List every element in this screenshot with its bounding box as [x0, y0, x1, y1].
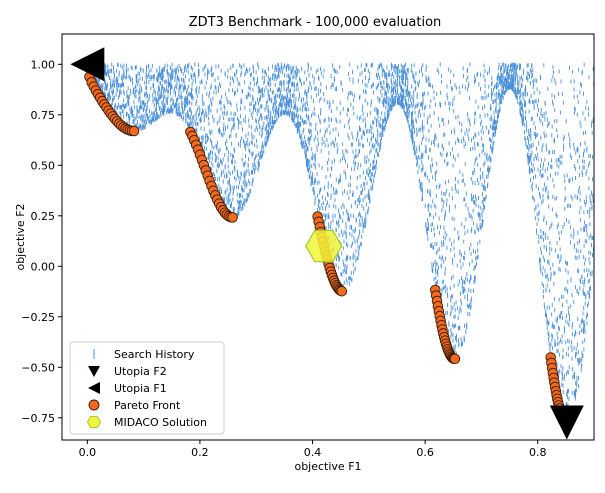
search-history-layer [87, 62, 595, 424]
chart-title: ZDT3 Benchmark - 100,000 evaluation [189, 15, 442, 30]
